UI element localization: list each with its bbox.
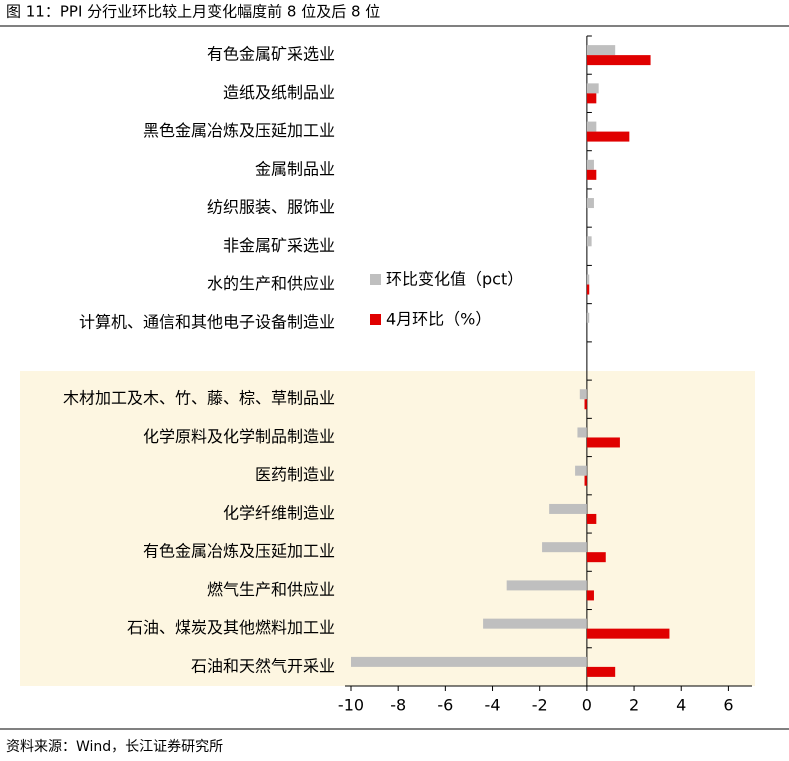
bar	[586, 236, 592, 247]
bar	[586, 121, 597, 132]
x-tick-label: 4	[676, 696, 686, 715]
bar	[577, 427, 587, 438]
highlight-band	[20, 371, 755, 686]
bar	[584, 399, 587, 410]
y-tick-label: 石油、煤炭及其他燃料加工业	[127, 618, 335, 637]
y-tick-label: 纺织服装、服饰业	[207, 198, 335, 217]
x-tick-label: 6	[723, 696, 733, 715]
y-tick-label: 有色金属矿采选业	[207, 45, 335, 64]
bar	[586, 312, 590, 323]
bar	[586, 45, 616, 56]
y-tick-label: 水的生产和供应业	[207, 274, 335, 293]
bar	[586, 131, 630, 142]
x-tick-label: 2	[629, 696, 639, 715]
bar	[586, 284, 590, 295]
y-tick-label: 黑色金属冶炼及压延加工业	[143, 121, 335, 140]
legend-swatch	[370, 314, 381, 325]
bar	[542, 542, 587, 553]
bar	[351, 656, 587, 667]
legend-swatch	[370, 274, 381, 285]
legend-label: 环比变化值（pct）	[386, 270, 523, 289]
bar	[575, 465, 587, 476]
y-tick-label: 计算机、通信和其他电子设备制造业	[79, 312, 335, 331]
y-tick-label: 有色金属冶炼及压延加工业	[143, 542, 335, 561]
y-tick-label: 化学纤维制造业	[223, 503, 335, 522]
x-tick-label: -10	[338, 696, 364, 715]
legend-label: 4月环比（%）	[386, 310, 491, 329]
bar	[483, 618, 587, 629]
bar	[586, 513, 597, 524]
y-tick-label: 非金属矿采选业	[223, 236, 335, 255]
chart-title: 图 11：PPI 分行业环比较上月变化幅度前 8 位及后 8 位	[6, 3, 380, 21]
bar	[549, 503, 587, 514]
x-tick-label: -6	[437, 696, 453, 715]
bar	[586, 274, 590, 285]
y-tick-label: 造纸及纸制品业	[223, 83, 335, 102]
bar	[586, 666, 616, 677]
bar	[586, 55, 651, 66]
bar	[584, 475, 587, 486]
x-tick-label: -8	[390, 696, 406, 715]
bar	[586, 552, 606, 563]
bar	[586, 590, 594, 601]
bar	[586, 437, 620, 448]
x-tick-label: -2	[532, 696, 548, 715]
bar	[586, 198, 594, 209]
bar	[586, 159, 594, 170]
bar	[586, 93, 597, 104]
y-tick-label: 木材加工及木、竹、藤、棕、草制品业	[63, 389, 335, 408]
y-tick-label: 石油和天然气开采业	[191, 656, 335, 675]
bar	[586, 169, 597, 180]
y-tick-label: 金属制品业	[255, 159, 335, 178]
source: 资料来源：Wind，长江证券研究所	[6, 739, 223, 755]
y-tick-label: 医药制造业	[255, 465, 335, 484]
bar	[586, 628, 670, 639]
y-tick-label: 燃气生产和供应业	[207, 580, 335, 599]
bar	[506, 580, 587, 591]
x-tick-label: -4	[485, 696, 501, 715]
bar	[586, 83, 599, 94]
bar	[579, 389, 587, 400]
x-tick-label: 0	[582, 696, 592, 715]
y-tick-label: 化学原料及化学制品制造业	[143, 427, 335, 446]
